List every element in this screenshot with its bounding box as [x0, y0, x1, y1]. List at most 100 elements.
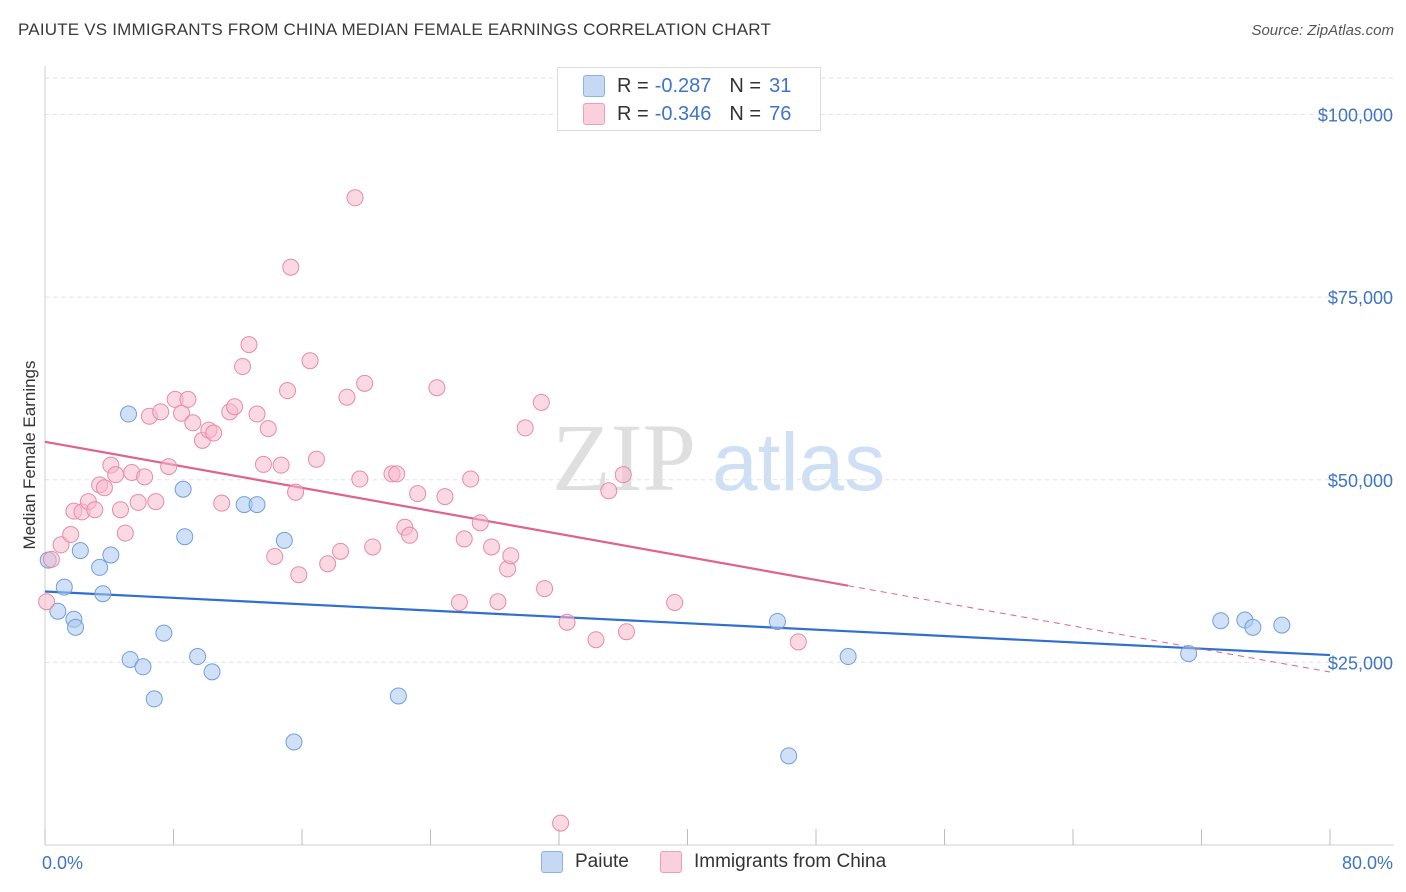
y-axis-label: Median Female Earnings — [20, 361, 39, 550]
china-point — [666, 593, 684, 611]
paiute-point — [155, 624, 173, 642]
china-point — [552, 814, 570, 832]
china-point — [471, 514, 489, 532]
n-value: 76 — [769, 102, 792, 125]
china-point — [279, 382, 297, 400]
china-point — [272, 456, 290, 474]
chart-title: PAIUTE VS IMMIGRANTS FROM CHINA MEDIAN F… — [18, 20, 772, 39]
china-point — [351, 470, 369, 488]
china-point — [226, 398, 244, 416]
r-value: -0.287 — [654, 74, 712, 97]
y-tick-label: $50,000 — [1328, 471, 1393, 491]
china-point — [428, 379, 446, 397]
china-point — [152, 403, 170, 421]
paiute-point — [768, 612, 786, 630]
y-tick-labels: $25,000 $50,000 $75,000 $100,000 — [1318, 106, 1393, 674]
china-point — [338, 388, 356, 406]
china-swatch — [583, 103, 605, 125]
legend-item-paiute: Paiute — [541, 851, 629, 873]
china-point — [536, 580, 554, 598]
paiute-point — [839, 648, 857, 666]
paiute-point — [67, 618, 85, 636]
paiute-point — [389, 687, 407, 705]
paiute-point — [134, 658, 152, 676]
paiute-point — [203, 663, 221, 681]
paiute-point — [1212, 612, 1230, 630]
paiute-point — [91, 558, 109, 576]
paiute-point — [189, 648, 207, 666]
paiute-point — [174, 480, 192, 498]
china-point — [319, 555, 337, 573]
trend-line-china-extension — [848, 585, 1331, 673]
china-point — [184, 414, 202, 432]
china-point — [401, 526, 419, 544]
paiute-point — [780, 747, 798, 765]
paiute-point — [248, 496, 266, 514]
china-point — [160, 458, 178, 476]
china-point — [489, 593, 507, 611]
china-point — [789, 633, 807, 651]
china-point — [301, 352, 319, 370]
china-point — [205, 424, 223, 442]
y-tick-label: $100,000 — [1318, 106, 1393, 126]
china-point — [532, 393, 550, 411]
paiute-point — [49, 602, 67, 620]
china-point — [254, 455, 272, 473]
china-point — [266, 547, 284, 565]
n-label: N = — [729, 74, 762, 97]
y-tick-label: $25,000 — [1328, 653, 1393, 673]
china-point — [95, 479, 113, 497]
data-points — [38, 189, 1291, 832]
watermark-zip: ZIP — [552, 404, 696, 511]
china-point — [234, 358, 252, 376]
china-point — [147, 493, 165, 511]
paiute-point — [1244, 618, 1262, 636]
china-point — [388, 465, 406, 483]
china-swatch — [660, 851, 682, 873]
r-label: R = — [617, 74, 649, 97]
trend-line-paiute — [44, 590, 1331, 657]
legend-row-paiute: R = -0.287 N = 31 — [583, 73, 791, 99]
china-point — [129, 493, 147, 511]
source-label: Source: ZipAtlas.com — [1251, 22, 1394, 39]
china-point — [136, 468, 154, 486]
china-point — [356, 374, 374, 392]
stats-legend: R = -0.287 N = 31 R = -0.346 N = 76 — [557, 67, 821, 131]
y-tick-label: $75,000 — [1328, 288, 1393, 308]
china-point — [86, 501, 104, 519]
china-point — [502, 547, 520, 565]
paiute-point — [120, 405, 138, 423]
paiute-point — [102, 546, 120, 564]
china-point — [364, 538, 382, 556]
paiute-swatch — [541, 851, 563, 873]
china-point — [587, 631, 605, 649]
china-point — [409, 485, 427, 503]
china-point — [62, 526, 80, 544]
legend-row-china: R = -0.346 N = 76 — [583, 101, 791, 127]
n-label: N = — [729, 102, 762, 125]
china-point — [213, 494, 231, 512]
china-point — [436, 488, 454, 506]
paiute-point — [121, 650, 139, 668]
china-point — [346, 189, 364, 207]
paiute-point — [1273, 616, 1291, 634]
paiute-point — [285, 733, 303, 751]
x-tick-label: 0.0% — [42, 853, 83, 873]
paiute-point — [145, 690, 163, 708]
china-point — [116, 524, 134, 542]
paiute-point — [94, 585, 112, 603]
series-legend: Paiute Immigrants from China — [0, 851, 1406, 877]
china-point — [516, 419, 534, 437]
china-point — [240, 336, 258, 354]
china-point — [107, 466, 125, 484]
legend-item-china: Immigrants from China — [660, 851, 886, 873]
paiute-point — [71, 542, 89, 560]
paiute-swatch — [583, 75, 605, 97]
paiute-point — [176, 528, 194, 546]
china-point — [42, 550, 60, 568]
watermark: ZIP atlas — [552, 404, 885, 511]
china-point — [173, 404, 191, 422]
trend-lines — [44, 440, 1331, 673]
n-value: 31 — [769, 74, 792, 97]
